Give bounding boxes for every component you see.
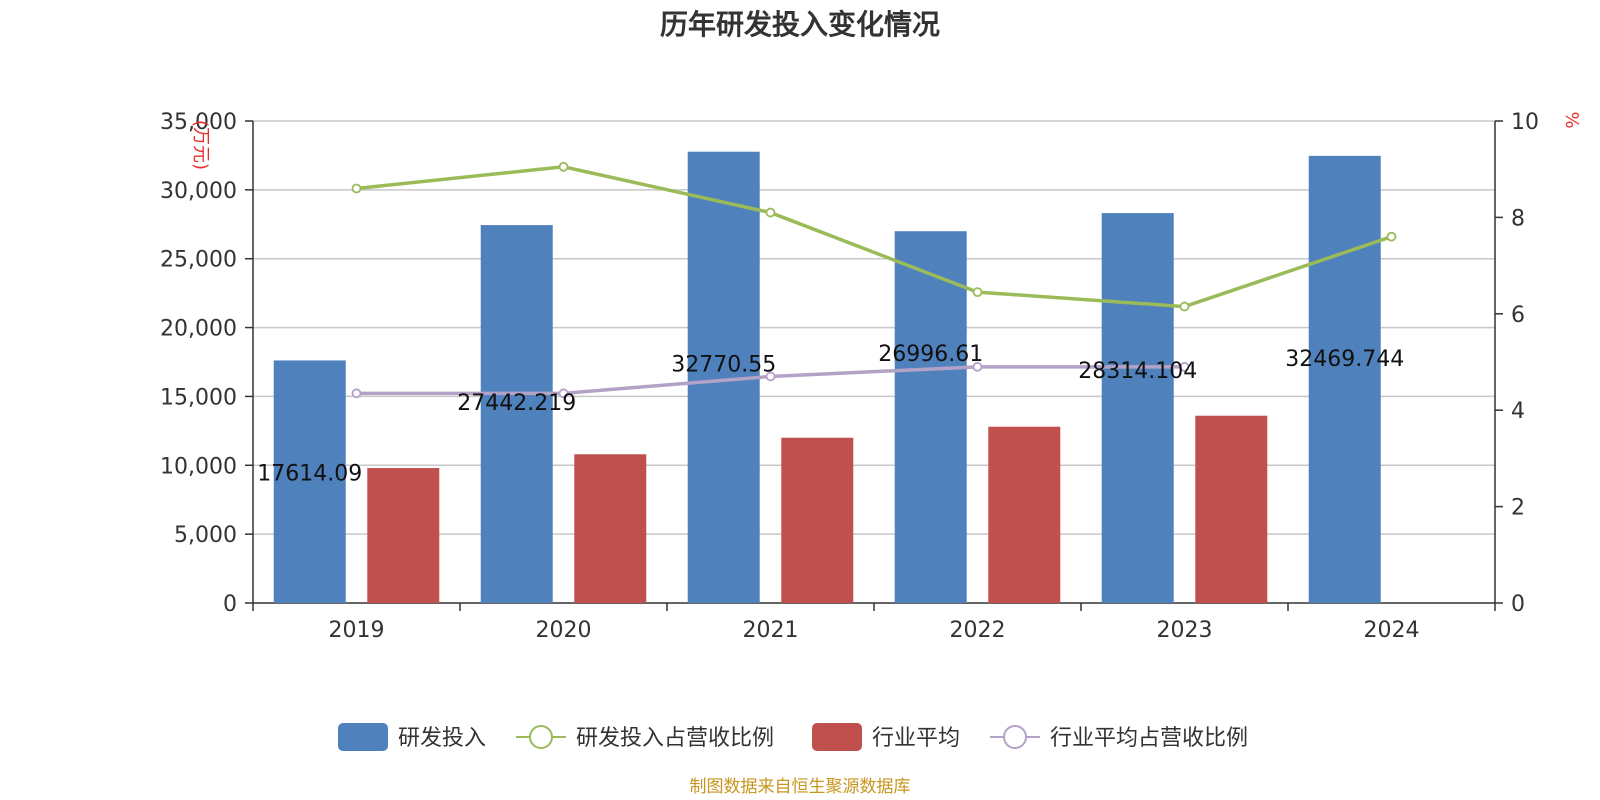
legend-label-industry-avg: 行业平均 [872, 726, 960, 751]
legend-item-rd-ratio[interactable]: 研发投入占营收比例 [516, 725, 774, 751]
rd-investment-bar [894, 231, 967, 603]
right-axis-tick-label: 8 [1511, 206, 1525, 231]
left-axis-tick-label: 20,000 [160, 317, 237, 342]
right-axis-tick-label: 6 [1511, 303, 1525, 328]
axes: 0 5,000 10,000 15,000 20,000 25,000 30,000 35,0… [160, 110, 1539, 643]
grid [253, 120, 1495, 535]
industry-avg-bar [574, 454, 647, 603]
legend-item-rd-investment[interactable]: 研发投入 [338, 723, 486, 751]
left-axis-tick-label: 0 [223, 592, 237, 617]
legend-label-rd-investment: 研发投入 [398, 726, 486, 751]
lines [351, 161, 1397, 399]
industry-avg-bar [1195, 415, 1268, 603]
left-axis-tick-label: 10,000 [160, 454, 237, 479]
x-axis-tick-label: 2022 [950, 618, 1006, 643]
rd-investment-bar [1101, 213, 1174, 603]
industry-avg-bar [367, 468, 440, 603]
right-axis-unit: % [1561, 111, 1582, 128]
x-axis-tick-label: 2023 [1157, 618, 1213, 643]
left-axis-tick-label: 5,000 [174, 523, 237, 548]
legend-label-industry-ratio: 行业平均占营收比例 [1050, 726, 1248, 751]
rd-ratio-point [1179, 301, 1190, 312]
rd-ratio-line [356, 165, 1393, 309]
rd-ratio-point [351, 183, 362, 194]
x-axis-tick-label: 2024 [1364, 618, 1420, 643]
rd-ratio-point [558, 161, 569, 172]
rd-investment-value-label: 28314.104 [1078, 359, 1197, 384]
industry-ratio-point [558, 388, 569, 399]
rd-investment-bar [480, 225, 553, 604]
legend-swatch-industry-avg [812, 723, 862, 751]
industry-ratio-point [1179, 361, 1190, 372]
left-axis-tick-label: 35,000 [160, 110, 237, 135]
legend-marker-rd-ratio [529, 725, 553, 749]
left-axis-tick-label: 30,000 [160, 179, 237, 204]
chart-title: 历年研发投入变化情况 [660, 8, 940, 41]
rd-investment-bar [273, 360, 346, 603]
data-source: 制图数据来自恒生聚源数据库 [690, 777, 911, 797]
right-axis-tick-label: 10 [1511, 110, 1539, 135]
rd-investment-value-label: 27442.219 [457, 391, 576, 416]
industry-ratio-point [351, 388, 362, 399]
industry-ratio-point [765, 371, 776, 382]
legend: 研发投入 研发投入占营收比例 行业平均 行业平均占营收比例 [338, 723, 1248, 751]
right-axis-tick-label: 0 [1511, 592, 1525, 617]
x-axis-tick-label: 2020 [536, 618, 592, 643]
legend-swatch-rd-investment [338, 723, 388, 751]
x-axis-tick-label: 2021 [743, 618, 799, 643]
bar-labels: 17614.09 27442.219 32770.55 26996.61 28314.1… [257, 342, 1404, 486]
rd-investment-value-label: 32469.744 [1285, 347, 1404, 372]
legend-marker-industry-ratio [1003, 725, 1027, 749]
x-axis-tick-label: 2019 [329, 618, 385, 643]
industry-avg-bar [988, 426, 1061, 603]
rd-investment-bar [1308, 155, 1381, 603]
rd-investment-value-label: 17614.09 [257, 461, 362, 486]
left-axis-unit: (万元) [190, 120, 211, 170]
right-axis-tick-label: 2 [1511, 496, 1525, 521]
rd-investment-value-label: 32770.55 [671, 353, 776, 378]
industry-ratio-point [972, 361, 983, 372]
rd-investment-value-label: 26996.61 [878, 342, 983, 367]
rd-ratio-point [765, 207, 776, 218]
legend-item-industry-avg[interactable]: 行业平均 [812, 723, 960, 751]
left-axis-tick-label: 15,000 [160, 385, 237, 410]
left-axis-tick-label: 25,000 [160, 248, 237, 273]
industry-avg-bar [781, 437, 854, 603]
bars [273, 151, 1381, 604]
legend-item-industry-ratio[interactable]: 行业平均占营收比例 [990, 725, 1248, 751]
right-axis-tick-label: 4 [1511, 399, 1525, 424]
legend-label-rd-ratio: 研发投入占营收比例 [576, 726, 774, 751]
rd-ratio-point [972, 287, 983, 298]
rd-ratio-point [1386, 231, 1397, 242]
